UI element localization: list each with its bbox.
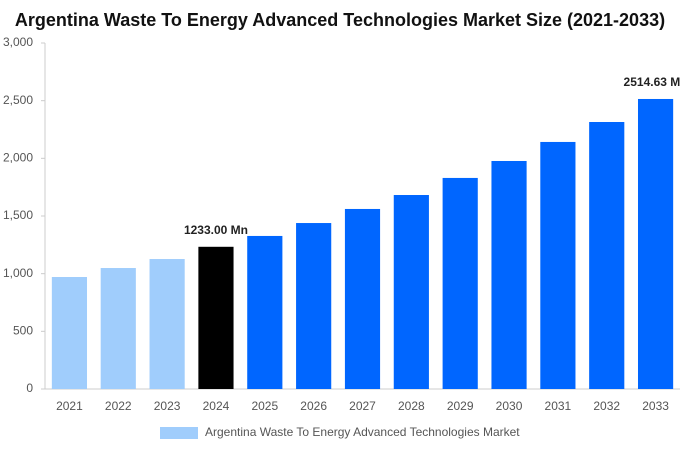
x-tick-label: 2022 [105, 399, 132, 413]
value-label: 1233.00 Mn [184, 223, 248, 237]
bar [442, 177, 478, 389]
y-tick-label: 500 [13, 324, 33, 338]
bar [491, 160, 527, 389]
x-tick-label: 2032 [593, 399, 620, 413]
y-tick-label: 0 [26, 381, 33, 395]
y-tick-label: 2,500 [3, 93, 33, 107]
x-tick-label: 2027 [349, 399, 376, 413]
bar [589, 122, 625, 390]
x-tick-label: 2021 [56, 399, 83, 413]
bar [540, 141, 576, 389]
chart-title: Argentina Waste To Energy Advanced Techn… [15, 10, 665, 30]
x-tick-label: 2025 [251, 399, 278, 413]
bar [198, 246, 234, 389]
bar [149, 259, 185, 389]
x-tick-label: 2028 [398, 399, 425, 413]
x-tick-label: 2031 [545, 399, 572, 413]
x-tick-label: 2033 [642, 399, 669, 413]
value-label: 2514.63 Mn [624, 75, 680, 89]
x-tick-label: 2030 [496, 399, 523, 413]
bar [247, 235, 283, 389]
bar [393, 195, 429, 389]
bar [344, 208, 381, 389]
x-tick-label: 2026 [300, 399, 327, 413]
y-tick-label: 2,000 [3, 151, 33, 165]
y-tick-label: 1,500 [3, 208, 33, 222]
bar [51, 277, 88, 389]
bar [296, 223, 332, 389]
bar [637, 98, 674, 389]
legend-label: Argentina Waste To Energy Advanced Techn… [205, 425, 520, 439]
x-tick-label: 2024 [203, 399, 230, 413]
y-tick-label: 1,000 [3, 266, 33, 280]
x-tick-label: 2029 [447, 399, 474, 413]
legend-swatch [160, 427, 198, 439]
x-tick-label: 2023 [154, 399, 181, 413]
y-tick-label: 3,000 [3, 35, 33, 49]
bar [100, 268, 136, 389]
